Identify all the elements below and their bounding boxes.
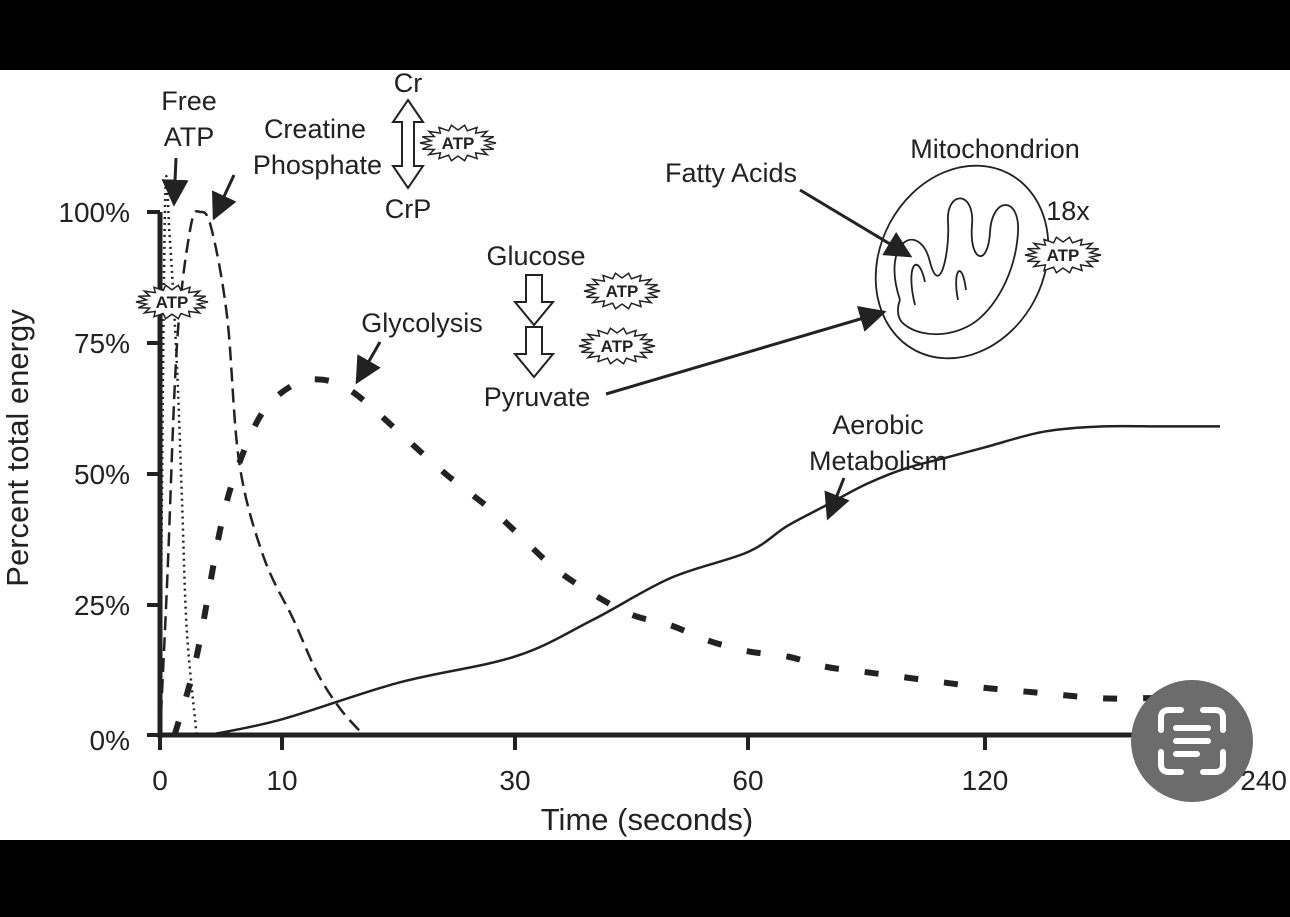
series-creatine-phosphate-line — [158, 209, 365, 736]
y-tick-marks — [147, 210, 160, 737]
glucose-down-arrow — [512, 274, 556, 327]
pyruvate-down-arrow — [512, 326, 556, 379]
x-tick-label-30: 30 — [499, 765, 530, 796]
aerobic-metabolism-label: Aerobic Metabolism — [809, 410, 947, 476]
y-axis-title: Percent total energy — [0, 309, 35, 587]
mitochondrion-cristae — [893, 197, 1019, 336]
plot-background — [0, 70, 1290, 840]
y-tick-label-100: 100% — [58, 197, 130, 228]
fatty-acids-label: Fatty Acids — [665, 158, 797, 188]
atp-burst-pyruvate: ATP — [578, 327, 656, 365]
mitochondrion-illustration — [874, 164, 1050, 360]
y-tick-label-0: 0% — [90, 725, 130, 756]
fatty-acids-arrow — [799, 188, 913, 258]
atp-starbursts: ATP ATP ATP ATP ATP — [135, 124, 1102, 365]
lens-text-scan-icon — [1158, 707, 1226, 775]
series-free-atp-line — [158, 175, 198, 736]
creatine-phosphate-arrow — [212, 174, 237, 221]
creatine-phosphate-label: Creatine Phosphate — [253, 114, 382, 180]
x-tick-marks — [158, 735, 987, 750]
pyruvate-arrow — [605, 305, 887, 396]
svg-text:Metabolism: Metabolism — [809, 446, 947, 476]
atp-burst-free: ATP — [135, 284, 209, 320]
glycolysis-arrow — [355, 341, 382, 385]
free-atp-label: Free ATP — [161, 86, 217, 152]
svg-text:Creatine: Creatine — [264, 114, 366, 144]
bottom-black-bar — [0, 840, 1290, 912]
hollow-arrows — [391, 98, 556, 379]
lens-text-scan-button[interactable] — [1131, 680, 1253, 802]
svg-text:Free: Free — [161, 86, 217, 116]
crp-label: CrP — [385, 194, 432, 224]
atp-burst-label: ATP — [601, 337, 634, 356]
aerobic-arrow — [824, 477, 850, 521]
atp-burst-label: ATP — [606, 282, 639, 301]
series-aerobic-line — [208, 424, 1220, 737]
atp-burst-label: ATP — [156, 293, 189, 312]
glycolysis-label: Glycolysis — [361, 308, 483, 338]
mitochondrion-inner-fold — [910, 263, 967, 306]
atp-burst-mitochondrion: ATP — [1024, 236, 1102, 274]
cr-label: Cr — [394, 68, 423, 98]
atp-yield-label: 18x — [1046, 196, 1090, 226]
x-tick-label-240: 240 — [1240, 765, 1287, 796]
atp-burst-label: ATP — [1047, 246, 1080, 265]
free-atp-arrow — [161, 157, 189, 207]
cr-crp-double-arrow — [391, 98, 425, 190]
pointer-arrows — [161, 157, 913, 521]
x-axis-title: Time (seconds) — [541, 802, 753, 837]
atp-burst-glucose: ATP — [583, 272, 661, 310]
atp-burst-creatine: ATP — [419, 124, 497, 162]
svg-text:ATP: ATP — [164, 122, 215, 152]
x-tick-label-10: 10 — [266, 765, 297, 796]
mitochondrion-outer-membrane — [874, 164, 1050, 360]
x-tick-label-0: 0 — [152, 765, 168, 796]
y-tick-label-75: 75% — [74, 328, 130, 359]
glucose-label: Glucose — [486, 241, 585, 271]
y-tick-label-50: 50% — [74, 459, 130, 490]
x-tick-label-60: 60 — [732, 765, 763, 796]
pyruvate-label: Pyruvate — [484, 382, 591, 412]
series-glycolysis-line — [171, 376, 1221, 736]
mitochondrion-label: Mitochondrion — [910, 134, 1080, 164]
svg-text:Phosphate: Phosphate — [253, 150, 382, 180]
x-tick-label-120: 120 — [962, 765, 1009, 796]
atp-burst-label: ATP — [442, 134, 475, 153]
top-black-bar — [0, 0, 1290, 70]
y-tick-label-25: 25% — [74, 590, 130, 621]
svg-text:Aerobic: Aerobic — [832, 410, 924, 440]
